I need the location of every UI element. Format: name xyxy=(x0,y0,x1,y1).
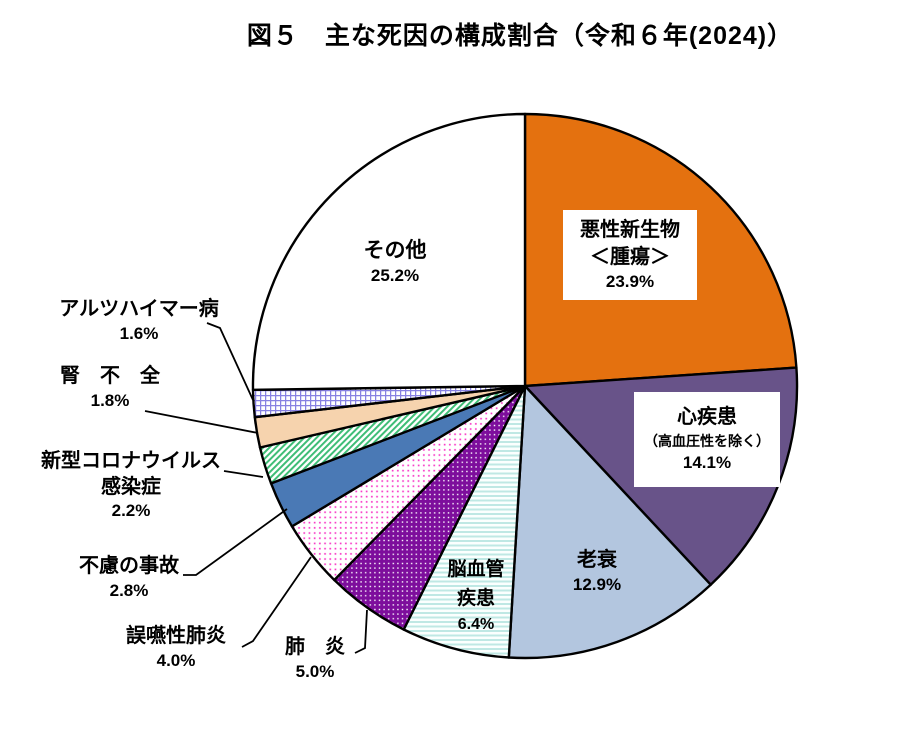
label-pneumonia: 肺 炎 5.0% xyxy=(285,636,345,681)
leader-lines xyxy=(144,322,368,654)
leader-line-aspiration xyxy=(241,556,312,648)
label-accidents: 不慮の事故 2.8% xyxy=(79,555,179,600)
label-alzheimers: アルツハイマー病 1.6% xyxy=(59,298,219,343)
label-senility: 老衰 12.9% xyxy=(572,549,622,594)
chart-title: 図５ 主な死因の構成割合（令和６年(2024)） xyxy=(246,22,794,50)
label-heart-disease: 心疾患 （高血圧性を除く） 14.1% xyxy=(634,392,780,487)
pie-slice-senility xyxy=(507,384,712,660)
label-aspiration-pneumonia: 誤嚥性肺炎 4.0% xyxy=(126,625,226,670)
leader-line-covid xyxy=(223,470,264,478)
label-malignant-neoplasms: 悪性新生物 ＜腫瘍＞ 23.9% xyxy=(563,210,697,300)
pie-slice-others xyxy=(251,112,527,391)
leader-line-pneumonia xyxy=(354,609,368,654)
label-cerebrovascular: 脳血管 疾患 6.4% xyxy=(447,559,505,633)
label-others: その他 25.2% xyxy=(363,239,427,286)
label-covid: 新型コロナウイルス 感染症 2.2% xyxy=(41,450,221,520)
leader-line-accident xyxy=(183,508,288,576)
leader-line-alzheimers xyxy=(206,322,254,401)
leader-line-kidney xyxy=(144,410,259,434)
label-kidney-failure: 腎 不 全 1.8% xyxy=(60,365,160,410)
